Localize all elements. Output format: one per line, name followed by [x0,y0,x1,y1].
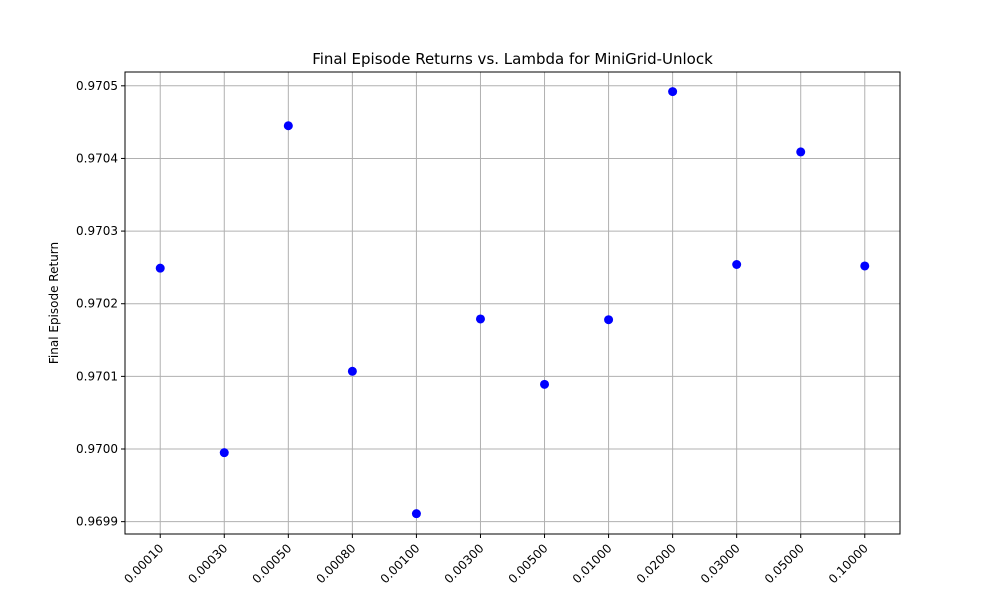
chart-title: Final Episode Returns vs. Lambda for Min… [312,50,713,68]
points-layer [155,87,870,519]
data-point [283,121,293,131]
data-point [540,379,550,389]
x-tick-label: 0.05000 [762,541,807,586]
x-tick-label: 0.01000 [570,541,615,586]
x-axis-ticks: 0.00010 0.00030 0.00050 0.00080 0.00100 0.003… [121,534,871,586]
data-point [411,509,421,519]
y-tick-label: 0.9704 [76,151,118,165]
y-tick-label: 0.9703 [76,224,118,238]
data-point [732,260,742,269]
y-tick-label: 0.9699 [76,515,118,529]
data-point [604,315,614,325]
data-point [219,448,229,458]
x-tick-label: 0.00300 [442,541,487,586]
y-tick-label: 0.9700 [76,442,118,456]
x-tick-label: 0.00500 [506,541,551,586]
data-point [668,87,678,97]
x-tick-label: 0.00080 [314,541,359,586]
y-tick-label: 0.9701 [76,369,118,383]
y-axis-ticks: 0.9699 0.9700 0.9701 0.9702 0.9703 0.9704 0.97… [76,79,125,529]
x-tick-label: 0.03000 [698,541,743,586]
data-point [155,263,165,273]
x-tick-label: 0.00100 [378,541,423,586]
data-point [796,147,806,157]
y-tick-label: 0.9702 [76,297,118,311]
grid-layer [125,72,900,534]
x-tick-label: 0.00010 [121,541,166,586]
data-point [347,366,357,376]
x-tick-label: 0.10000 [826,541,871,586]
x-tick-label: 0.00050 [249,541,294,586]
y-tick-label: 0.9705 [76,79,118,93]
plot-frame [124,71,901,535]
y-axis-label: Final Episode Return [47,242,61,364]
data-point [860,261,870,271]
x-tick-label: 0.00030 [185,541,230,586]
data-point [475,314,485,324]
x-tick-label: 0.02000 [634,541,679,586]
